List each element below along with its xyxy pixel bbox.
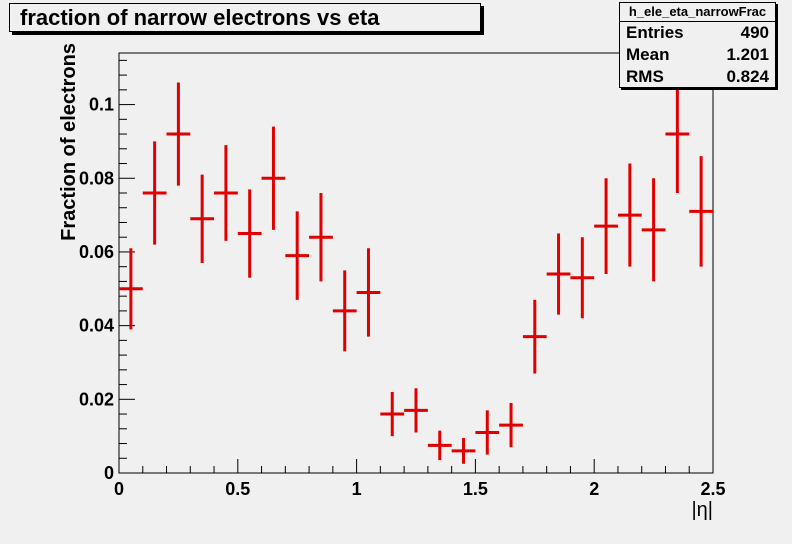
stats-row-entries: Entries 490: [620, 22, 775, 44]
stats-row-rms: RMS 0.824: [620, 66, 775, 88]
stats-value: 0.824: [726, 67, 769, 86]
x-tick-label: 1: [352, 479, 362, 499]
data-point: [617, 163, 642, 267]
data-point: [261, 126, 286, 230]
data-point: [570, 237, 595, 319]
data-point: [546, 233, 571, 315]
data-point: [404, 388, 428, 433]
data-point: [237, 189, 262, 278]
data-point: [119, 248, 143, 330]
data-point: [166, 82, 191, 186]
x-tick-label: 0.5: [225, 479, 250, 499]
data-point: [665, 75, 690, 193]
x-tick-label: 1.5: [463, 479, 488, 499]
x-axis: 0 0.5 1 1.5 2 2.5: [114, 459, 726, 499]
y-tick-label: 0.04: [79, 316, 114, 336]
data-point: [214, 145, 238, 241]
y-tick-label: 0.06: [79, 242, 114, 262]
data-point: [427, 430, 452, 461]
data-point: [689, 156, 713, 267]
stats-histogram-name: h_ele_eta_narrowFrac: [620, 3, 775, 22]
stats-value: 490: [740, 23, 769, 42]
data-point: [309, 193, 333, 282]
data-point: [332, 270, 357, 352]
x-axis-label: |η|: [691, 499, 713, 521]
x-tick-label: 0: [114, 479, 124, 499]
data-point: [285, 211, 310, 300]
data-point: [142, 141, 167, 245]
stats-box: h_ele_eta_narrowFrac Entries 490 Mean 1.…: [619, 2, 776, 88]
data-point: [499, 403, 523, 448]
data-point: [522, 299, 547, 374]
x-tick-label: 2: [589, 479, 599, 499]
data-point: [641, 178, 666, 282]
stats-row-mean: Mean 1.201: [620, 44, 775, 66]
chart-title: fraction of narrow electrons vs eta: [9, 3, 481, 32]
x-tick-label: 2.5: [700, 479, 725, 499]
y-tick-label: 0.08: [79, 168, 114, 188]
y-axis-label: Fraction of electrons: [58, 43, 80, 241]
stats-label: Mean: [626, 45, 670, 64]
data-point: [190, 174, 215, 263]
data-series: [119, 75, 713, 464]
y-tick-label: 0.1: [89, 95, 114, 115]
data-point: [594, 178, 618, 275]
stats-label: Entries: [626, 23, 684, 42]
data-point: [356, 248, 381, 337]
y-tick-label: 0.02: [79, 389, 114, 409]
stats-label: RMS: [626, 67, 664, 86]
data-point: [475, 410, 500, 455]
y-axis: 0 0.02 0.04 0.06 0.08 0.1: [79, 59, 135, 483]
data-point: [451, 438, 476, 464]
y-tick-label: 0: [104, 463, 114, 483]
data-point: [380, 391, 405, 437]
stats-value: 1.201: [726, 45, 769, 64]
